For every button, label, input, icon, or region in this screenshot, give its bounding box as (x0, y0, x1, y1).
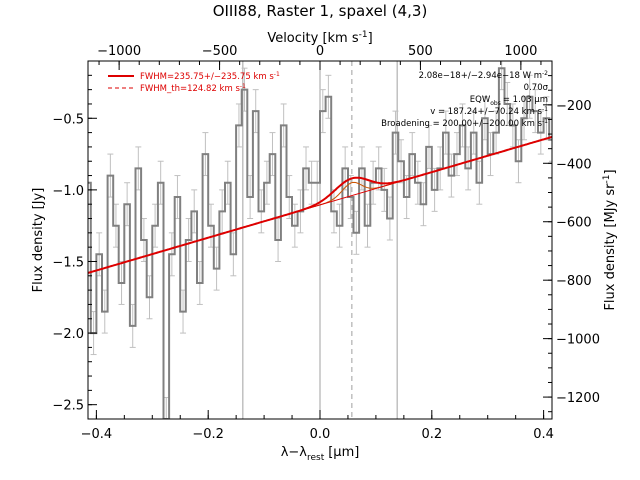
x2-tick-label: −500 (202, 44, 238, 59)
y2-tick-label: −1000 (556, 333, 600, 348)
y2-tick-label: −200 (556, 99, 592, 114)
y-tick-label: −1.5 (52, 255, 84, 270)
top-axis-label: Velocity [km s-1] (267, 30, 372, 46)
continuum-line (88, 136, 552, 274)
annotation-eqw: EQWobs = 1.03 μm (470, 95, 548, 107)
fit-series (88, 135, 552, 274)
y-tick-label: −0.5 (52, 112, 84, 127)
x-tick-label: 0.2 (421, 427, 442, 442)
legend-label-fwhm-th: FWHM_th=124.82 km s-1 (140, 83, 246, 94)
y-axis-label: Flux density [Jy] (31, 188, 46, 293)
y2-tick-label: −600 (556, 216, 592, 231)
y-tick-label: −2.5 (52, 399, 84, 414)
spectrum-line (88, 67, 552, 419)
x-tick-label: 0.4 (533, 427, 554, 442)
x2-tick-label: −1000 (97, 44, 141, 59)
legend-label-fwhm: FWHM=235.75+/−235.75 km s-1 (140, 71, 280, 82)
x2-tick-label: 0 (316, 44, 324, 59)
y-tick-label: −1.0 (52, 184, 84, 199)
annotation-sigma: 0.70σ (524, 83, 549, 93)
spectrum-series (88, 67, 552, 419)
fit-annotations: 2.08e−18+/−2.94e−18 W m-2 0.70σ EQWobs = … (381, 70, 548, 129)
axis-ticks: −0.4 −0.2 0.0 0.2 0.4 −2.5 −2.0 −1.5 −1.0 −0.5 −12… (52, 44, 600, 442)
y2-tick-label: −1200 (556, 391, 600, 406)
x-tick-label: −0.4 (81, 427, 113, 442)
x-tick-label: 0.0 (310, 427, 331, 442)
annotation-broadening: Broadening = 200.00+/−200.00 km s-1 (381, 118, 548, 129)
y2-tick-label: −400 (556, 157, 592, 172)
x2-tick-label: 500 (408, 44, 433, 59)
y2-tick-label: −800 (556, 274, 592, 289)
annotation-flux: 2.08e−18+/−2.94e−18 W m-2 (419, 70, 549, 81)
x-tick-label: −0.2 (192, 427, 224, 442)
chart-title: OIII88, Raster 1, spaxel (4,3) (213, 2, 428, 20)
y-tick-label: −2.0 (52, 327, 84, 342)
legend: FWHM=235.75+/−235.75 km s-1 FWHM_th=124.… (108, 71, 280, 94)
annotation-velocity: v = 187.24+/−70.24 km s-1 (430, 106, 548, 117)
y2-axis-label: Flux density [MJy sr-1] (602, 169, 618, 310)
x2-tick-label: 1000 (504, 44, 537, 59)
x-axis-label: λ−λrest [μm] (281, 445, 360, 463)
